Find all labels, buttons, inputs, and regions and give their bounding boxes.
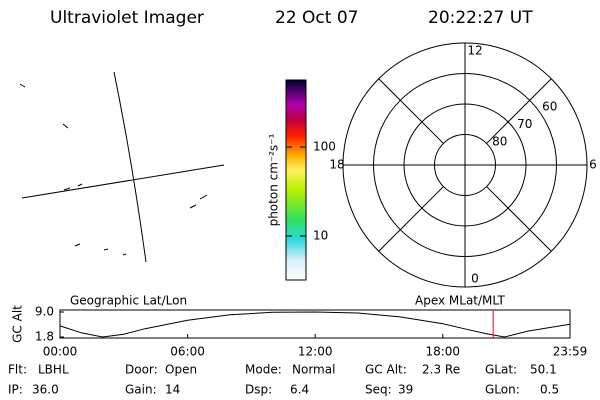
info-label: Door:	[125, 363, 158, 377]
colorbar	[285, 79, 307, 281]
time: 20:22:27 UT	[428, 8, 533, 28]
left-label: Geographic Lat/Lon	[70, 294, 187, 308]
info-label: Dsp:	[245, 383, 272, 397]
title: Ultraviolet Imager	[50, 8, 204, 28]
info-label: GLat:	[485, 363, 517, 377]
info-label: GC Alt:	[365, 363, 407, 377]
polar-spoke	[486, 186, 552, 252]
polar-spoke	[378, 78, 444, 144]
x-tick-label: 23:59	[553, 345, 588, 359]
mlt-label: 6	[589, 158, 597, 172]
info-value: 39	[398, 383, 413, 397]
polar-ring-label: 60	[542, 99, 557, 113]
info-label: Mode:	[245, 363, 282, 377]
date: 22 Oct 07	[275, 8, 358, 28]
y-tick-label: 1.8	[35, 330, 54, 344]
x-tick-label: 18:00	[425, 345, 460, 359]
y-axis-label: GC Alt	[11, 305, 25, 343]
map-grid	[19, 71, 225, 263]
polar-ring-label: 70	[517, 117, 532, 131]
info-value: LBHL	[38, 363, 69, 377]
info-value: 0.5	[540, 383, 559, 397]
info-value: 36.0	[32, 383, 59, 397]
x-tick-label: 00:00	[43, 345, 78, 359]
mlt-label: 12	[467, 44, 482, 58]
info-value: 14	[165, 383, 180, 397]
info-label: Seq:	[365, 383, 392, 397]
info-value: Normal	[292, 363, 335, 377]
info-value: Open	[165, 363, 197, 377]
colorbar-tick-label: 100	[313, 139, 336, 153]
mlt-label: 18	[329, 158, 344, 172]
polar-ring-label: 80	[492, 134, 507, 148]
colorbar-tick-label: 10	[313, 228, 328, 242]
mlt-label: 0	[471, 272, 479, 286]
right-label: Apex MLat/MLT	[415, 294, 505, 308]
orbit-line	[59, 311, 570, 338]
info-label: GLon:	[485, 383, 520, 397]
info-label: IP:	[8, 383, 23, 397]
info-label: Gain:	[125, 383, 157, 397]
x-tick-label: 06:00	[170, 345, 205, 359]
info-value: 6.4	[290, 383, 309, 397]
polar-spoke	[486, 78, 552, 144]
info-value: 50.1	[530, 363, 557, 377]
polar-spoke	[378, 186, 444, 252]
colorbar-label: photon cm⁻²s⁻¹	[267, 133, 281, 226]
info-label: Flt:	[8, 363, 27, 377]
x-tick-label: 12:00	[298, 345, 333, 359]
info-value: 2.3 Re	[422, 363, 460, 377]
y-tick-label: 9.0	[35, 305, 54, 319]
